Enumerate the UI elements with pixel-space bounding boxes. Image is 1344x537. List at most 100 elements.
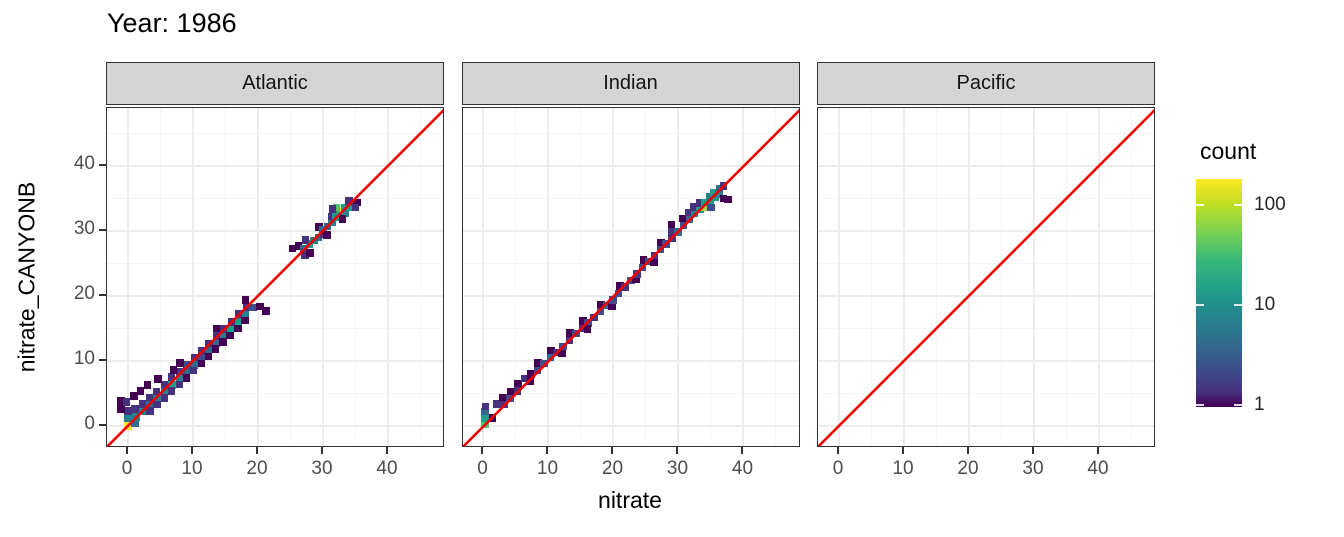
h-gridline (107, 229, 443, 232)
heat-tile (331, 210, 340, 219)
v-gridline-minor (289, 108, 291, 446)
heat-tile (176, 359, 184, 367)
identity-reference-line (818, 109, 1154, 446)
heat-tile (315, 223, 323, 231)
heat-tile (351, 203, 360, 212)
heat-tile (294, 242, 303, 250)
facet-strip: Atlantic (106, 62, 444, 105)
h-gridline (107, 359, 443, 362)
v-gridline (126, 108, 129, 446)
heat-tile (527, 370, 535, 378)
heat-tile (667, 226, 676, 234)
heat-tile (212, 339, 221, 348)
heat-tile (520, 374, 529, 383)
facet-atlantic: Atlantic 0 10 20 30 40 (106, 62, 444, 487)
heat-tile (176, 367, 184, 375)
heat-tile (481, 402, 490, 411)
heat-tile (204, 346, 213, 355)
h-gridline-minor (818, 132, 1154, 134)
h-gridline (462, 359, 799, 362)
heat-tile (566, 329, 574, 337)
heat-tile (154, 375, 162, 383)
y-tick-label: 20 (73, 282, 95, 304)
heat-tile (583, 325, 592, 333)
heat-tile (711, 193, 719, 202)
x-tick-mark (966, 447, 969, 454)
h-gridline-minor (818, 262, 1154, 264)
v-gridline-minor (159, 108, 161, 446)
x-tick-mark (320, 447, 323, 454)
heat-tile (204, 352, 213, 361)
heat-tile (540, 359, 548, 368)
heat-tile (349, 199, 357, 208)
identity-reference-line (462, 109, 799, 446)
x-tick-mark (901, 447, 904, 454)
heat-tile (241, 316, 249, 325)
v-gridline-minor (1000, 108, 1002, 446)
x-axis-title: nitrate (598, 487, 662, 513)
heat-tile (493, 400, 501, 408)
x-tick-mark (481, 447, 484, 454)
heat-tile (160, 394, 169, 402)
v-gridline-minor (224, 108, 226, 446)
legend-tick-label: 10 (1254, 294, 1276, 316)
heat-tile (603, 301, 611, 310)
v-gridline (677, 108, 680, 446)
heat-tile (481, 407, 489, 416)
v-gridline (742, 108, 745, 446)
heat-tile (241, 296, 250, 304)
heat-tile (211, 345, 220, 353)
legend: count 100 10 1 (1196, 138, 1286, 415)
h-gridline (818, 424, 1154, 427)
x-tick-label: 10 (181, 458, 203, 479)
facet-pacific: Pacific 0 10 20 30 40 (817, 62, 1155, 487)
heat-tile (608, 302, 616, 310)
heat-tile (719, 194, 728, 203)
h-gridline-minor (462, 197, 799, 199)
v-gridline-minor (1130, 108, 1132, 446)
heat-tile (614, 289, 623, 297)
heat-tile (481, 414, 489, 422)
heat-tile (122, 398, 131, 406)
x-tick-label: 40 (376, 458, 398, 479)
facet-strip: Pacific (817, 62, 1155, 105)
x-tick-label: 0 (121, 458, 133, 479)
h-gridline (107, 294, 443, 297)
heat-tile (597, 300, 605, 309)
heat-tile (667, 220, 676, 229)
heat-tile (145, 393, 154, 401)
h-gridline-minor (462, 392, 799, 394)
h-gridline (818, 164, 1154, 167)
facet-strip-label: Atlantic (242, 72, 308, 94)
heat-tile (131, 405, 139, 413)
heat-tile (219, 332, 228, 340)
heat-tile (639, 256, 648, 264)
heat-tile (131, 419, 139, 427)
v-gridline-minor (645, 108, 647, 446)
heat-tile (705, 193, 714, 201)
heat-tile (183, 361, 191, 369)
legend-tick-mark (1196, 203, 1204, 206)
heat-tile (160, 388, 169, 396)
heat-tile (657, 238, 665, 247)
y-tick-mark (99, 358, 106, 361)
v-gridline (612, 108, 615, 446)
y-tick-label: 10 (73, 347, 95, 369)
x-tick-mark (611, 447, 614, 454)
x-tick-mark (741, 447, 744, 454)
h-gridline-minor (107, 132, 443, 134)
heat-tile (526, 377, 535, 385)
v-gridline (1032, 108, 1035, 446)
x-tick-label: 10 (892, 458, 914, 479)
heat-tile (175, 380, 184, 388)
legend-tick-mark (1234, 404, 1242, 406)
heat-tile (234, 324, 242, 333)
heat-tile (514, 379, 522, 388)
x-tick-label: 20 (957, 458, 979, 479)
legend-title: count (1200, 138, 1257, 164)
heat-tile (136, 387, 145, 395)
heat-tile (234, 317, 243, 325)
h-gridline-minor (107, 262, 443, 264)
heat-tile (167, 373, 176, 381)
